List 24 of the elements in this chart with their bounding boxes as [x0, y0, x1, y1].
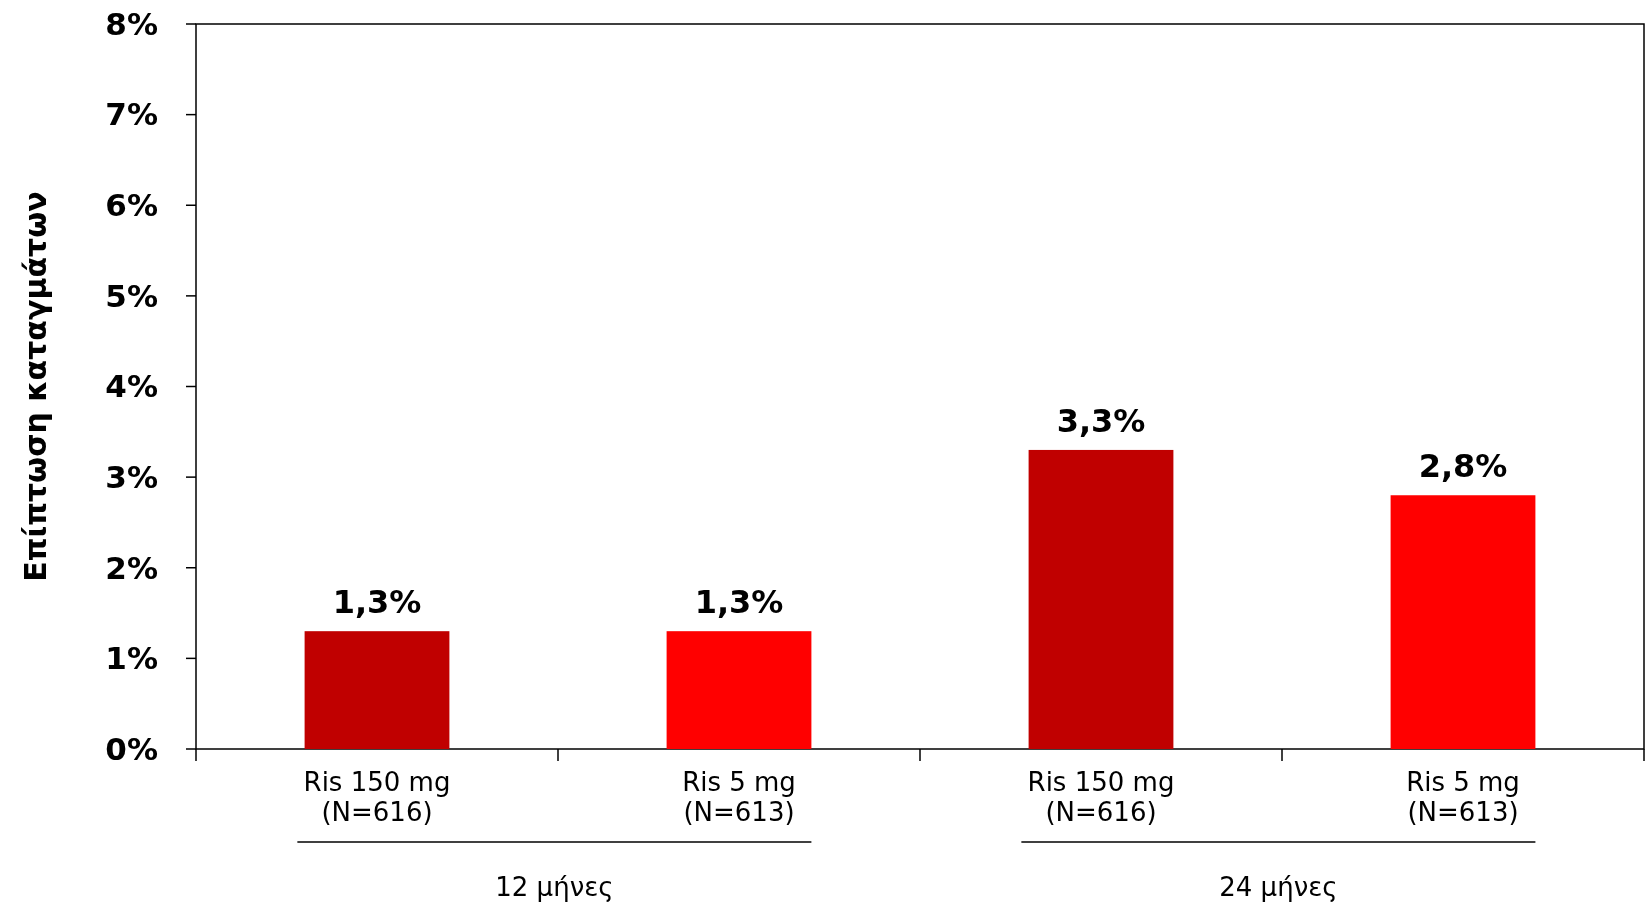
x-tick-label: Ris 5 mg (N=613) [682, 767, 796, 827]
x-tick-label: Ris 5 mg (N=613) [1406, 767, 1520, 827]
text: 12 μήνες [495, 872, 614, 902]
y-axis-title: Επίπτωση καταγμάτων [18, 191, 53, 582]
x-tick-label: Ris 150 mg (N=616) [1027, 767, 1175, 827]
bar [1390, 495, 1536, 749]
y-tick-label: 4% [105, 368, 158, 405]
data-label: 1,3% [694, 583, 784, 622]
y-tick-label: 8% [105, 5, 158, 42]
data-label: 2,8% [1418, 447, 1508, 486]
bar [1028, 449, 1174, 749]
bar [666, 631, 812, 749]
y-tick-label: 3% [105, 458, 158, 495]
y-tick-label: 1% [105, 640, 158, 677]
y-tick-label: 0% [105, 730, 158, 767]
y-tick-label: 2% [105, 549, 158, 586]
text: 24 μήνες [1219, 872, 1338, 902]
y-tick-label: 7% [105, 96, 158, 133]
data-label: 3,3% [1056, 401, 1146, 440]
y-tick-label: 5% [105, 277, 158, 314]
y-tick-label: 6% [105, 187, 158, 224]
x-tick-label: Ris 150 mg (N=616) [303, 767, 451, 827]
data-label: 1,3% [332, 583, 422, 622]
bar [304, 631, 450, 749]
